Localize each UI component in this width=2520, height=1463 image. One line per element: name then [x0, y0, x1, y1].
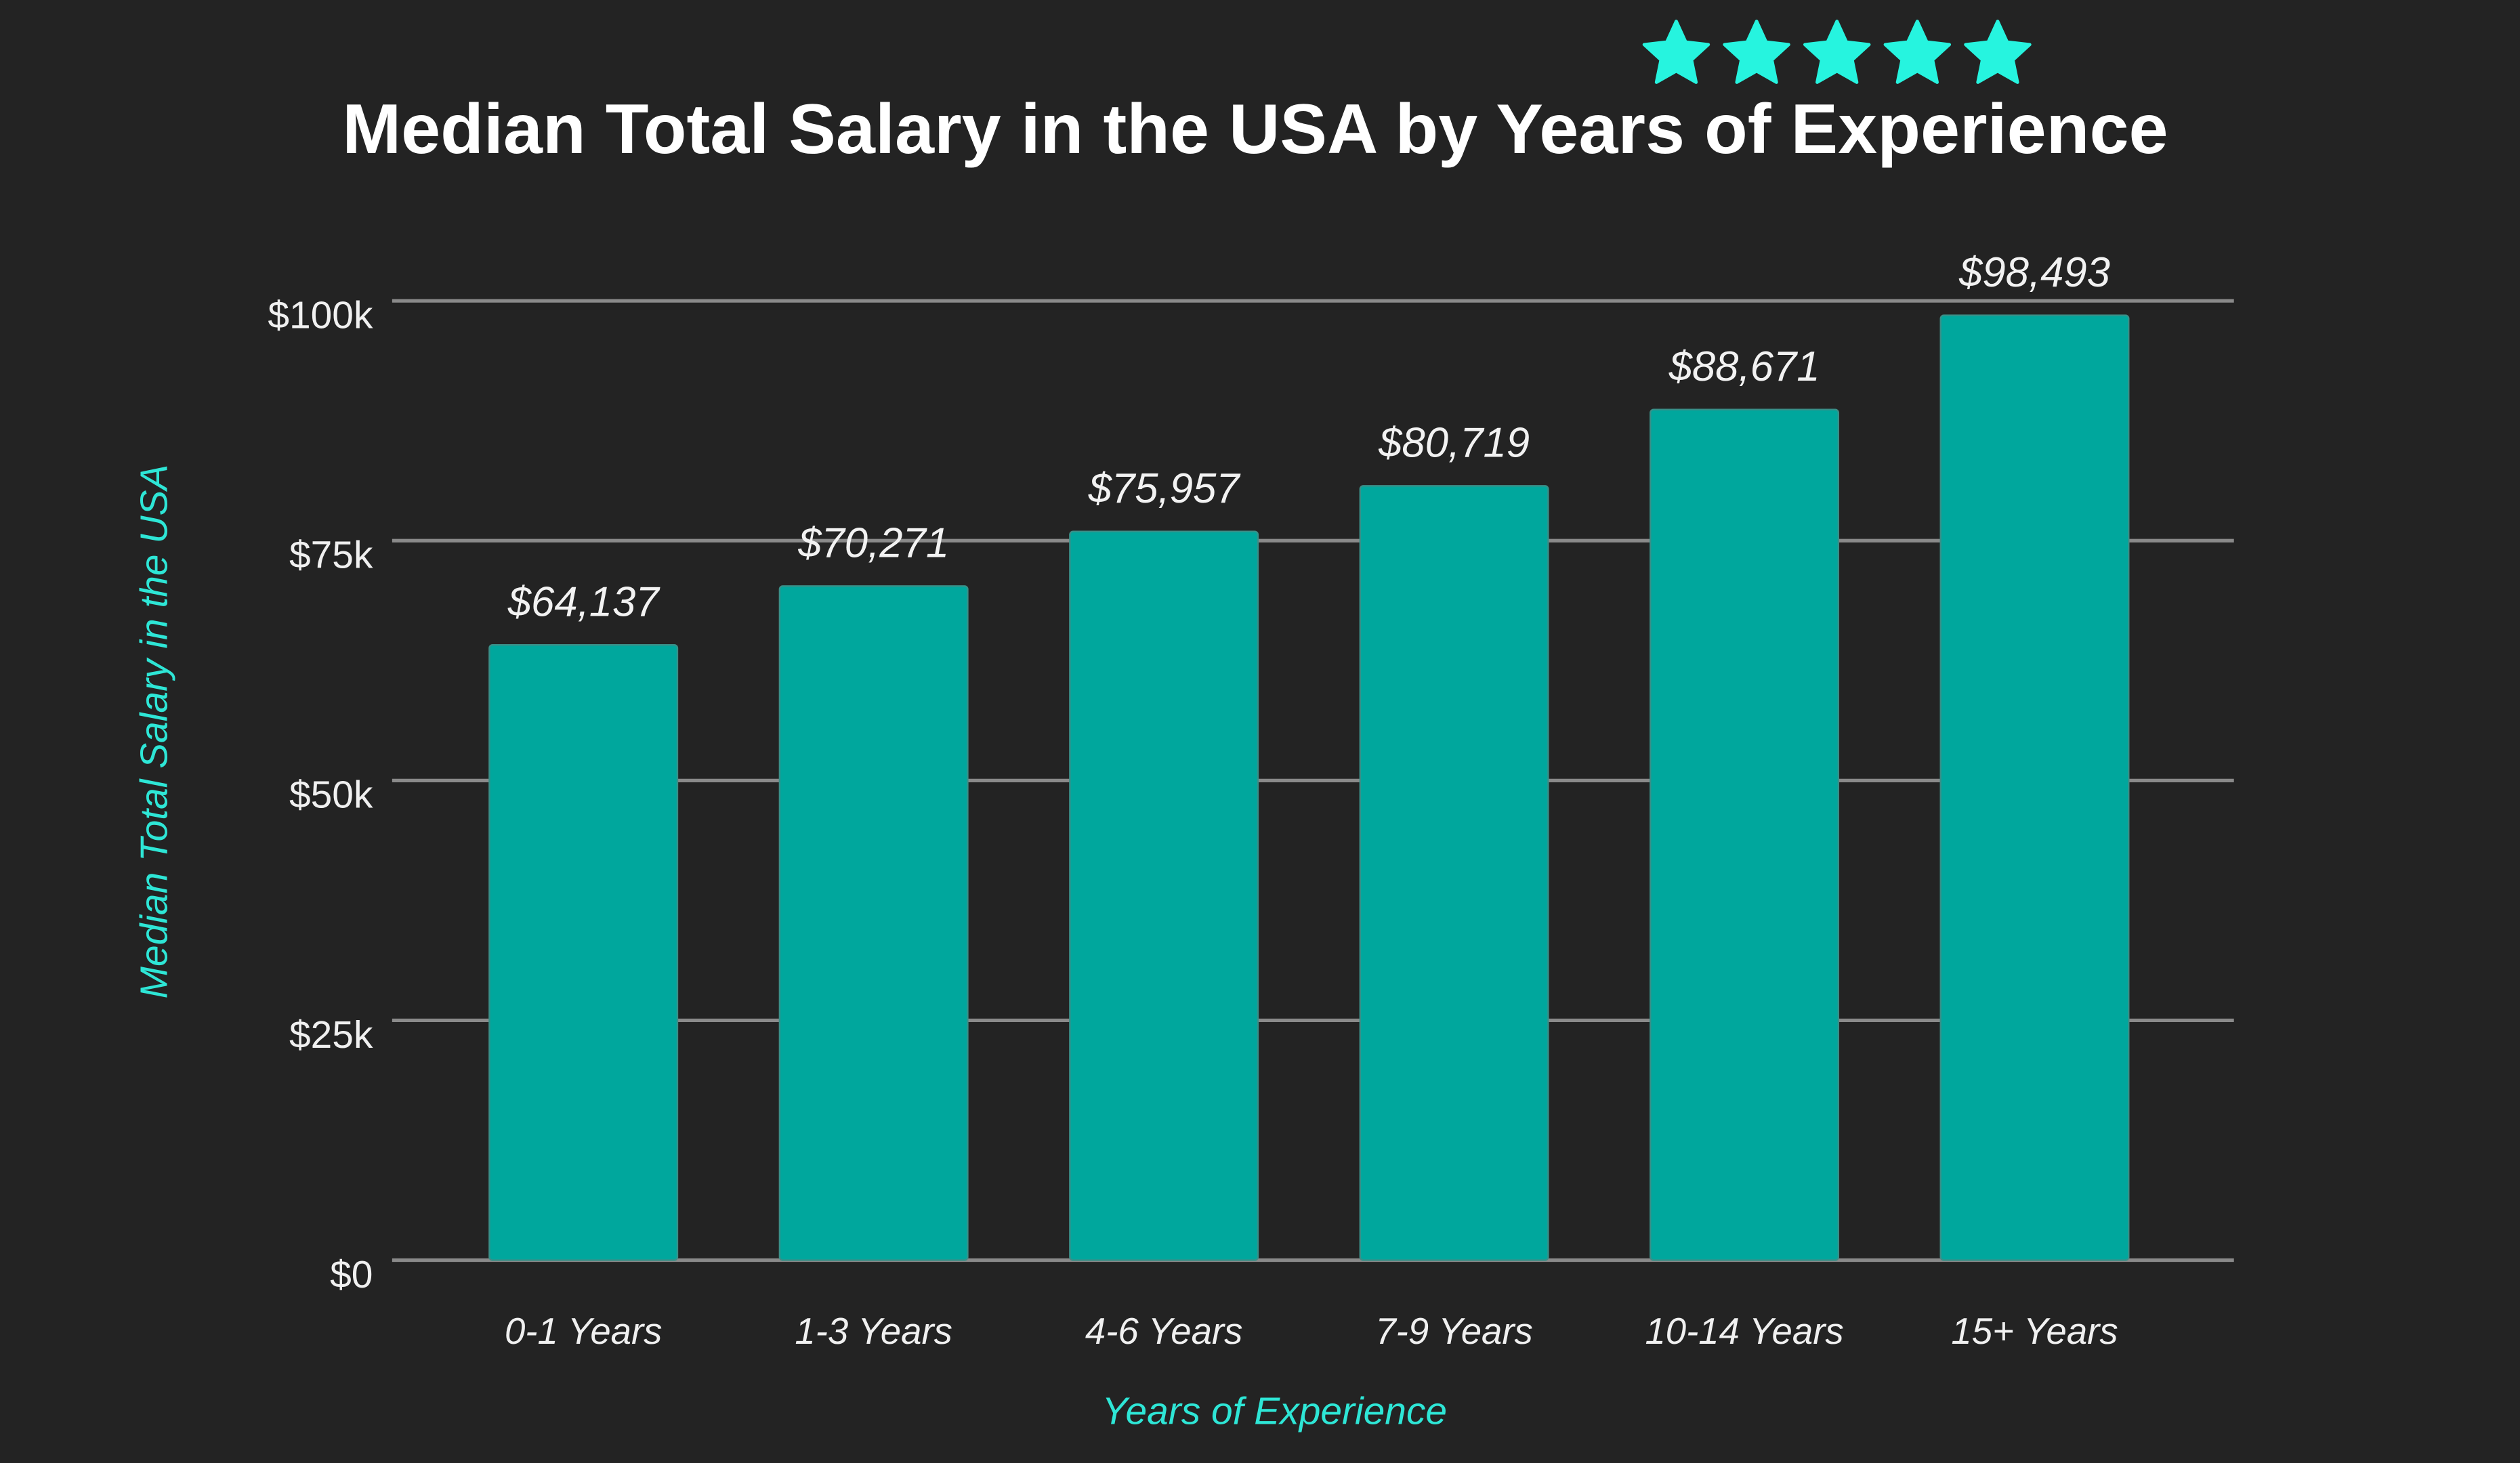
x-tick-label: 15+ Years: [1951, 1311, 2118, 1352]
x-axis-label: Years of Experience: [1102, 1390, 1447, 1433]
bar: [778, 585, 969, 1261]
data-label: $64,137: [507, 578, 661, 625]
star-icon: [1642, 20, 1710, 84]
y-axis-label: Median Total Salary in the USA: [133, 465, 176, 999]
data-label: $88,671: [1668, 343, 1820, 390]
bar: [1069, 530, 1259, 1261]
x-tick-label: 0-1 Years: [505, 1311, 663, 1352]
y-tick-label: $25k: [289, 1013, 373, 1057]
star-icon: [1803, 20, 1871, 84]
x-tick-label: 4-6 Years: [1085, 1311, 1243, 1352]
data-label: $80,719: [1378, 420, 1530, 467]
bar: [1650, 408, 1840, 1261]
x-tick-label: 10-14 Years: [1645, 1311, 1843, 1352]
y-tick-label: $50k: [289, 773, 373, 817]
star-icon: [1723, 20, 1790, 84]
x-axis-ticks: 0-1 Years 1-3 Years 4-6 Years 7-9 Years 10-1…: [505, 1311, 2118, 1352]
rating-stars: [1642, 20, 2032, 84]
y-axis-ticks: $0 $25k $50k $75k $100k: [268, 294, 373, 1296]
bar: [1939, 314, 2130, 1261]
data-labels: $64,137 $70,271 $75,957 $80,719 $88,671 $98,4…: [507, 249, 2110, 626]
star-icon: [1883, 20, 1952, 84]
x-tick-label: 1-3 Years: [795, 1311, 952, 1352]
data-label: $75,957: [1088, 465, 1242, 512]
y-tick-label: $100k: [268, 294, 373, 337]
data-label: $98,493: [1958, 249, 2110, 296]
bar: [488, 643, 679, 1261]
y-tick-label: $0: [330, 1253, 373, 1296]
y-tick-label: $75k: [289, 534, 373, 577]
gridlines: [392, 299, 2234, 1263]
star-icon: [1964, 20, 2032, 84]
x-tick-label: 7-9 Years: [1375, 1311, 1533, 1352]
bar: [1359, 485, 1549, 1261]
chart-title: Median Total Salary in the USA by Years …: [342, 90, 2168, 169]
data-label: $70,271: [797, 520, 949, 567]
bars: [488, 314, 2130, 1261]
